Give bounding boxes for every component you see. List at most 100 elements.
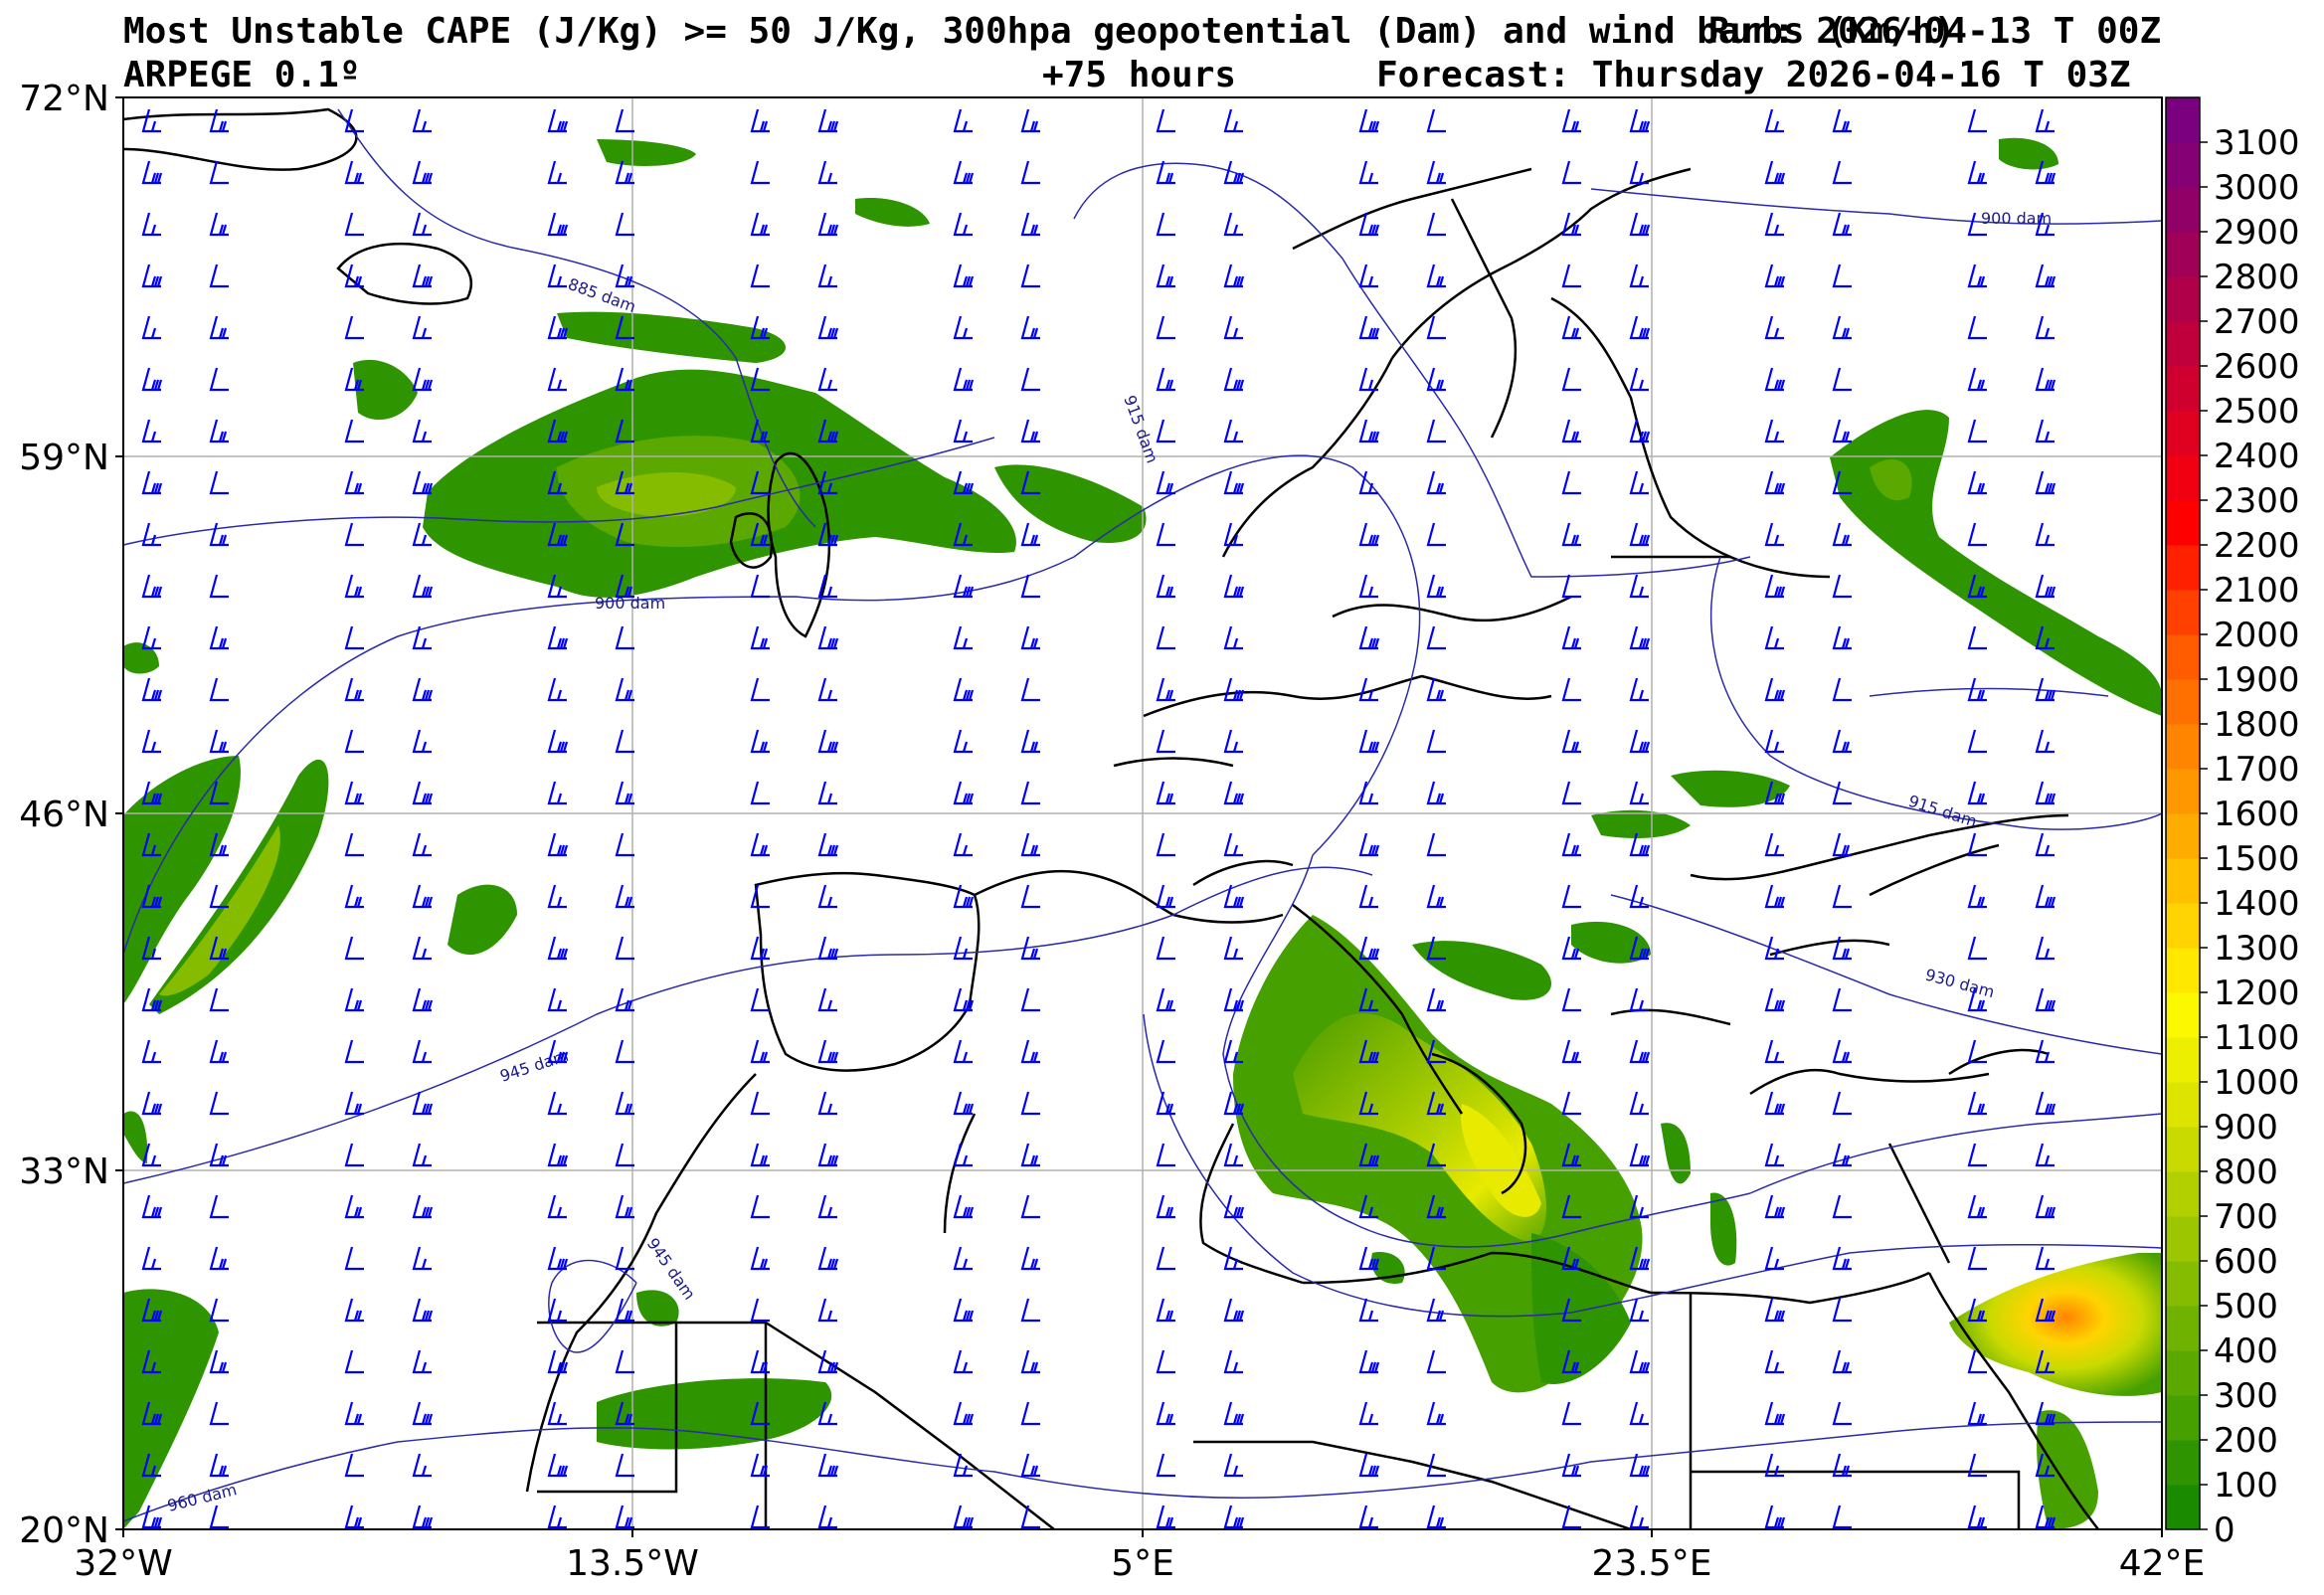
wind-barb	[1967, 108, 1987, 133]
wind-barb	[412, 1246, 432, 1271]
wind-barb	[141, 108, 161, 133]
wind-barb	[412, 160, 434, 185]
wind-barb	[1358, 1298, 1378, 1323]
wind-barb	[1764, 522, 1784, 547]
wind-barb	[1358, 1505, 1378, 1529]
wind-barb	[2035, 832, 2055, 857]
wind-barb	[1020, 160, 1040, 185]
wind-barb	[750, 212, 770, 237]
wind-barb	[344, 574, 364, 599]
wind-barb	[1561, 832, 1581, 857]
longitude-labels: 32°W 13.5°W 5°E 23.5°E 42°E	[74, 1543, 2205, 1584]
wind-barb	[1561, 884, 1581, 909]
wind-barb	[2035, 419, 2055, 443]
wind-barb	[547, 1091, 567, 1116]
wind-barb	[750, 936, 770, 961]
wind-barb	[344, 1401, 364, 1426]
wind-barb	[209, 574, 229, 599]
wind-barb	[1223, 625, 1243, 650]
wind-barb	[817, 1298, 837, 1323]
wind-barb	[1832, 574, 1852, 599]
wind-barb	[953, 729, 973, 754]
wind-barb	[1967, 1194, 1987, 1219]
wind-barb	[209, 367, 229, 392]
wind-barb	[1832, 160, 1852, 185]
colorbar-segment	[2166, 276, 2200, 322]
wind-barb	[1629, 264, 1649, 288]
wind-barb	[412, 987, 434, 1012]
wind-barb	[1764, 884, 1786, 909]
wind-barb	[547, 1246, 569, 1271]
wind-barb	[1020, 1401, 1040, 1426]
wind-barb	[750, 574, 770, 599]
wind-barb	[1629, 1298, 1649, 1323]
wind-barb	[1358, 1039, 1380, 1064]
wind-barb	[817, 884, 837, 909]
wind-barb	[817, 1505, 837, 1529]
wind-barb	[2035, 315, 2055, 340]
wind-barb	[1426, 625, 1446, 650]
wind-barb	[750, 1298, 770, 1323]
wind-barb	[547, 1039, 569, 1064]
colorbar-segment	[2166, 1171, 2200, 1217]
wind-barb	[1629, 315, 1651, 340]
colorbar-segment	[2166, 142, 2200, 188]
model-label: ARPEGE 0.1º	[123, 55, 361, 95]
wind-barb	[1358, 212, 1380, 237]
wind-barb	[344, 419, 364, 443]
wind-barb	[953, 987, 975, 1012]
wind-barb	[817, 1349, 839, 1374]
colorbar-tick-label: 700	[2214, 1197, 2278, 1237]
wind-barb	[1967, 522, 1987, 547]
wind-barb	[547, 729, 569, 754]
wind-barb	[1967, 1246, 1987, 1271]
wind-barb	[2035, 1453, 2055, 1478]
wind-barb	[953, 1401, 975, 1426]
wind-barb	[1020, 1298, 1040, 1323]
wind-barb	[817, 212, 839, 237]
contour-label: 900 dam	[1981, 209, 2052, 228]
latitude-labels: 72°N 59°N 46°N 33°N 20°N	[19, 79, 109, 1551]
wind-barb	[750, 1349, 770, 1374]
wind-barb	[209, 1505, 229, 1529]
wind-barb	[1156, 936, 1175, 961]
wind-barb	[1156, 884, 1175, 909]
wind-barb	[750, 1246, 770, 1271]
wind-barb	[1020, 781, 1040, 805]
wind-barb	[953, 1246, 973, 1271]
wind-barb	[1561, 367, 1581, 392]
wind-barb	[1020, 625, 1040, 650]
wind-barb	[412, 936, 432, 961]
wind-barb	[344, 522, 364, 547]
colorbar-tick-label: 2200	[2214, 526, 2300, 566]
wind-barb	[141, 781, 163, 805]
wind-barb	[817, 936, 839, 961]
wind-barb	[547, 884, 567, 909]
wind-barb	[1020, 1039, 1040, 1064]
wind-barb	[412, 522, 432, 547]
wind-barb	[1358, 108, 1380, 133]
wind-barb	[1358, 1401, 1378, 1426]
wind-barb	[817, 1143, 839, 1167]
wind-barb	[1764, 1505, 1786, 1529]
wind-barb	[209, 470, 229, 495]
colorbar-tick-label: 2100	[2214, 571, 2300, 611]
wind-barb	[1832, 264, 1852, 288]
colorbar-tick-label: 1300	[2214, 929, 2300, 969]
wind-barb	[1764, 832, 1784, 857]
wind-barb	[547, 936, 569, 961]
wind-barb	[1967, 1453, 1987, 1478]
wind-barb	[953, 781, 975, 805]
wind-barb	[1629, 1505, 1649, 1529]
wind-barb	[1561, 1505, 1581, 1529]
wind-barb	[1358, 1143, 1380, 1167]
wind-barb	[547, 1298, 567, 1323]
wind-barb	[953, 1298, 975, 1323]
wind-barb	[1967, 1401, 1987, 1426]
wind-barb	[817, 987, 837, 1012]
wind-barb	[750, 1505, 770, 1529]
wind-barb	[344, 315, 364, 340]
wind-barb	[2035, 108, 2055, 133]
wind-barb	[141, 1401, 163, 1426]
wind-barb	[1967, 936, 1987, 961]
